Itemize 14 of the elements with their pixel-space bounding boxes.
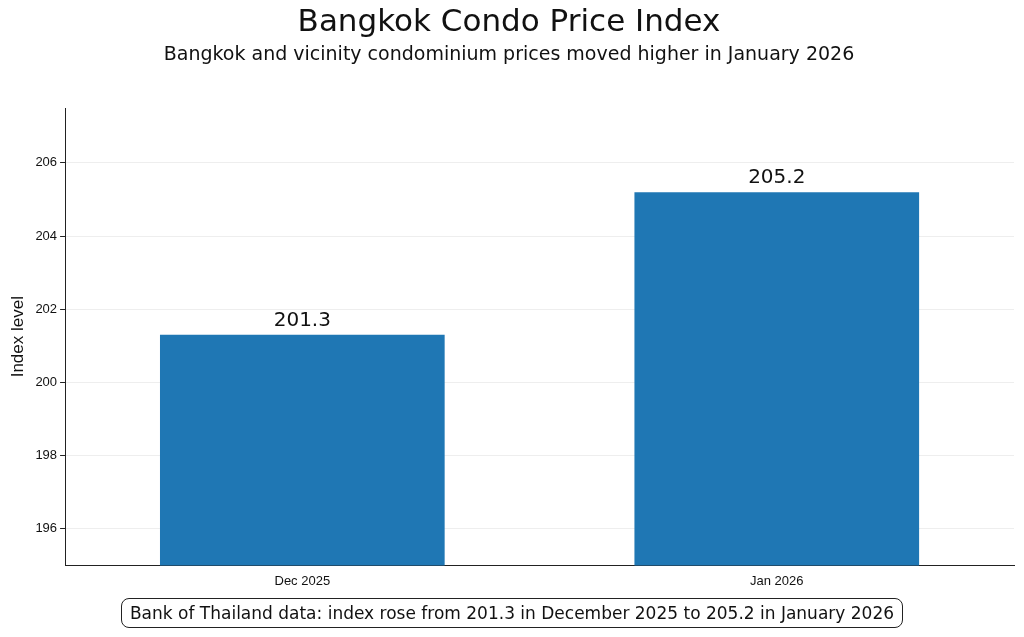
x-tick-label: Jan 2026 — [750, 572, 804, 588]
y-tick-label: 200 — [35, 374, 58, 390]
chart-subtitle: Bangkok and vicinity condominium prices moved higher in January 2026 — [163, 41, 855, 64]
y-tick-label: 198 — [35, 447, 58, 463]
y-axis-title: Index level — [7, 296, 27, 378]
y-tick-label: 196 — [35, 520, 58, 536]
y-tick-label: 202 — [35, 300, 58, 316]
y-tick-label: 204 — [35, 227, 58, 243]
data-label: 205.2 — [748, 164, 806, 189]
data-label: 201.3 — [273, 307, 331, 332]
chart-title: Bangkok Condo Price Index — [297, 1, 721, 38]
x-tick-label: Dec 2025 — [274, 572, 331, 588]
y-tick-label: 206 — [35, 154, 58, 170]
text: Bank of Thailand data: index rose from 201.3 in December 2025 to 205.2 in January 2026 — [120, 598, 904, 628]
